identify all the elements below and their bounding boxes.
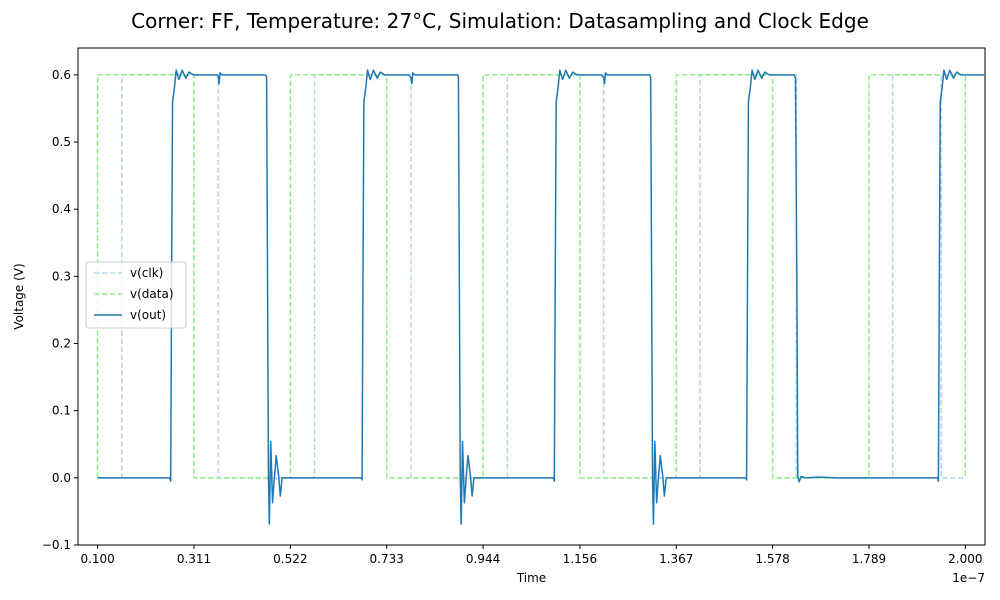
x-tick-label: 0.522 bbox=[273, 552, 307, 566]
y-tick-label: 0.1 bbox=[52, 404, 71, 418]
y-tick-label: 0.3 bbox=[52, 269, 71, 283]
x-tick-label: 2.000 bbox=[948, 552, 982, 566]
axes-frame bbox=[77, 47, 986, 546]
x-tick-label: 1.789 bbox=[852, 552, 886, 566]
y-axis: −0.1 0.0 0.1 0.2 0.3 0.4 0.5 0.6 bbox=[42, 68, 78, 552]
x-tick-label: 1.156 bbox=[563, 552, 597, 566]
x-tick-label: 1.367 bbox=[659, 552, 693, 566]
x-axis: 0.100 0.311 0.522 0.733 0.944 1.156 1.367 1.578… bbox=[80, 545, 983, 566]
series-layer bbox=[96, 69, 985, 525]
legend-label: v(out) bbox=[130, 308, 166, 322]
legend-box bbox=[85, 261, 187, 329]
series-line-v-out bbox=[97, 69, 985, 525]
x-tick-label: 0.100 bbox=[80, 552, 114, 566]
x-axis-label: Time bbox=[516, 571, 546, 585]
x-tick-label: 1.578 bbox=[755, 552, 789, 566]
y-tick-label: 0.2 bbox=[52, 337, 71, 351]
x-tick-label: 0.733 bbox=[370, 552, 404, 566]
x-tick-label: 0.944 bbox=[466, 552, 500, 566]
chart-title: Corner: FF, Temperature: 27°C, Simulatio… bbox=[131, 9, 869, 33]
legend-label: v(data) bbox=[130, 287, 174, 301]
y-tick-label: 0.5 bbox=[52, 135, 71, 149]
legend: v(clk) v(data) v(out) bbox=[85, 261, 187, 329]
y-tick-label: 0.6 bbox=[52, 68, 71, 82]
plot-area bbox=[77, 47, 986, 546]
y-tick-label: −0.1 bbox=[42, 538, 71, 552]
y-tick-label: 0.0 bbox=[52, 471, 71, 485]
y-axis-label: Voltage (V) bbox=[12, 263, 26, 329]
legend-label: v(clk) bbox=[130, 266, 163, 280]
y-tick-label: 0.4 bbox=[52, 202, 71, 216]
x-tick-label: 0.311 bbox=[177, 552, 211, 566]
x-axis-offset-label: 1e−7 bbox=[952, 571, 985, 585]
